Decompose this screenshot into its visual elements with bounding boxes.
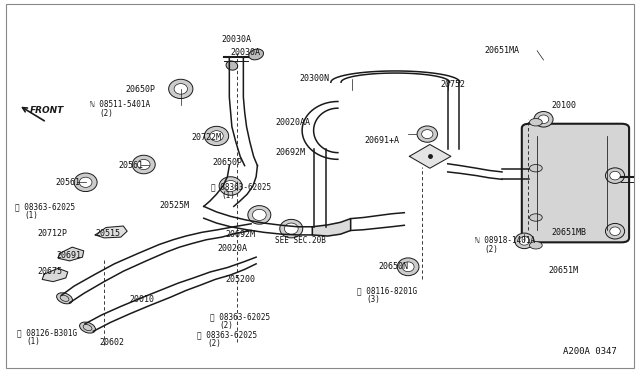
Text: 20100: 20100 xyxy=(551,101,576,110)
Ellipse shape xyxy=(132,155,156,174)
Ellipse shape xyxy=(248,206,271,224)
Ellipse shape xyxy=(422,129,433,139)
Text: (2): (2) xyxy=(207,339,221,349)
Text: 20692M: 20692M xyxy=(275,148,305,157)
Text: Ⓢ 08363-62025: Ⓢ 08363-62025 xyxy=(15,202,75,211)
FancyBboxPatch shape xyxy=(522,124,629,242)
Text: (3): (3) xyxy=(366,295,380,304)
Text: 20752: 20752 xyxy=(440,80,465,89)
Text: 20651MA: 20651MA xyxy=(484,46,520,55)
Ellipse shape xyxy=(169,79,193,99)
Text: 20602: 20602 xyxy=(100,338,125,347)
Text: 205200: 205200 xyxy=(225,275,255,284)
Polygon shape xyxy=(312,219,351,236)
Ellipse shape xyxy=(224,180,237,192)
Ellipse shape xyxy=(174,84,188,94)
Text: FRONT: FRONT xyxy=(29,106,64,115)
Text: 20561: 20561 xyxy=(55,178,80,187)
Text: 20030A: 20030A xyxy=(221,35,251,44)
Ellipse shape xyxy=(219,177,242,195)
Text: 20650N: 20650N xyxy=(379,262,409,271)
Text: Ⓑ 08116-8201G: Ⓑ 08116-8201G xyxy=(357,286,417,295)
Text: 20691: 20691 xyxy=(57,251,82,260)
Ellipse shape xyxy=(280,219,303,238)
Text: 20010: 20010 xyxy=(130,295,155,304)
Text: 20300N: 20300N xyxy=(300,74,330,83)
Text: 20712P: 20712P xyxy=(38,228,68,238)
Polygon shape xyxy=(42,268,68,282)
Ellipse shape xyxy=(204,126,228,145)
Text: 20651M: 20651M xyxy=(548,266,579,275)
Text: 20020AA: 20020AA xyxy=(275,119,310,128)
Ellipse shape xyxy=(519,237,530,245)
Text: Ⓢ 08363-62025: Ⓢ 08363-62025 xyxy=(210,312,270,321)
Text: 20020A: 20020A xyxy=(218,244,248,253)
Text: (2): (2) xyxy=(220,321,234,330)
Ellipse shape xyxy=(610,171,620,180)
Text: (2): (2) xyxy=(100,109,113,118)
Circle shape xyxy=(529,214,542,221)
Circle shape xyxy=(529,164,542,172)
Text: Ⓢ 08363-62025: Ⓢ 08363-62025 xyxy=(197,330,257,340)
Text: 20030A: 20030A xyxy=(230,48,260,57)
Ellipse shape xyxy=(284,223,298,234)
Text: 20691+A: 20691+A xyxy=(365,136,400,145)
Text: Ⓢ 08363-62025: Ⓢ 08363-62025 xyxy=(211,182,271,191)
Text: 20650P: 20650P xyxy=(125,85,156,94)
Text: 20651MB: 20651MB xyxy=(551,228,586,237)
Ellipse shape xyxy=(74,173,97,192)
Ellipse shape xyxy=(534,112,553,127)
Text: (1): (1) xyxy=(24,211,38,220)
Ellipse shape xyxy=(56,293,72,304)
Text: Ⓑ 08126-B301G: Ⓑ 08126-B301G xyxy=(17,328,77,337)
Text: ℕ 08511-5401A: ℕ 08511-5401A xyxy=(90,100,150,109)
Ellipse shape xyxy=(397,258,419,276)
Ellipse shape xyxy=(79,322,95,333)
Text: (2): (2) xyxy=(484,245,498,254)
Text: (1): (1) xyxy=(221,191,235,200)
Text: 20525M: 20525M xyxy=(159,201,189,210)
Ellipse shape xyxy=(210,131,223,141)
Circle shape xyxy=(529,119,542,126)
Text: A200A 0347: A200A 0347 xyxy=(563,347,617,356)
Text: SEE SEC.20B: SEE SEC.20B xyxy=(275,236,326,246)
Ellipse shape xyxy=(538,115,548,124)
Polygon shape xyxy=(410,144,451,168)
Text: 20561: 20561 xyxy=(119,161,144,170)
Ellipse shape xyxy=(515,233,534,248)
Text: 20650P: 20650P xyxy=(212,158,243,167)
Text: (1): (1) xyxy=(26,337,40,346)
Polygon shape xyxy=(95,226,127,238)
Ellipse shape xyxy=(79,177,92,187)
Polygon shape xyxy=(58,247,84,261)
Text: 20722M: 20722M xyxy=(191,133,221,142)
Ellipse shape xyxy=(252,209,266,221)
Ellipse shape xyxy=(226,61,237,70)
Text: 20692M: 20692M xyxy=(225,230,255,239)
Ellipse shape xyxy=(249,49,264,60)
Text: 20675: 20675 xyxy=(38,267,63,276)
Ellipse shape xyxy=(605,224,625,239)
Ellipse shape xyxy=(402,262,414,272)
Ellipse shape xyxy=(605,168,625,183)
Text: 20515: 20515 xyxy=(95,228,120,238)
Ellipse shape xyxy=(417,126,438,142)
Ellipse shape xyxy=(138,160,150,170)
Circle shape xyxy=(529,241,542,249)
Ellipse shape xyxy=(610,227,620,235)
Text: ℕ 08918-1401A: ℕ 08918-1401A xyxy=(474,236,534,246)
